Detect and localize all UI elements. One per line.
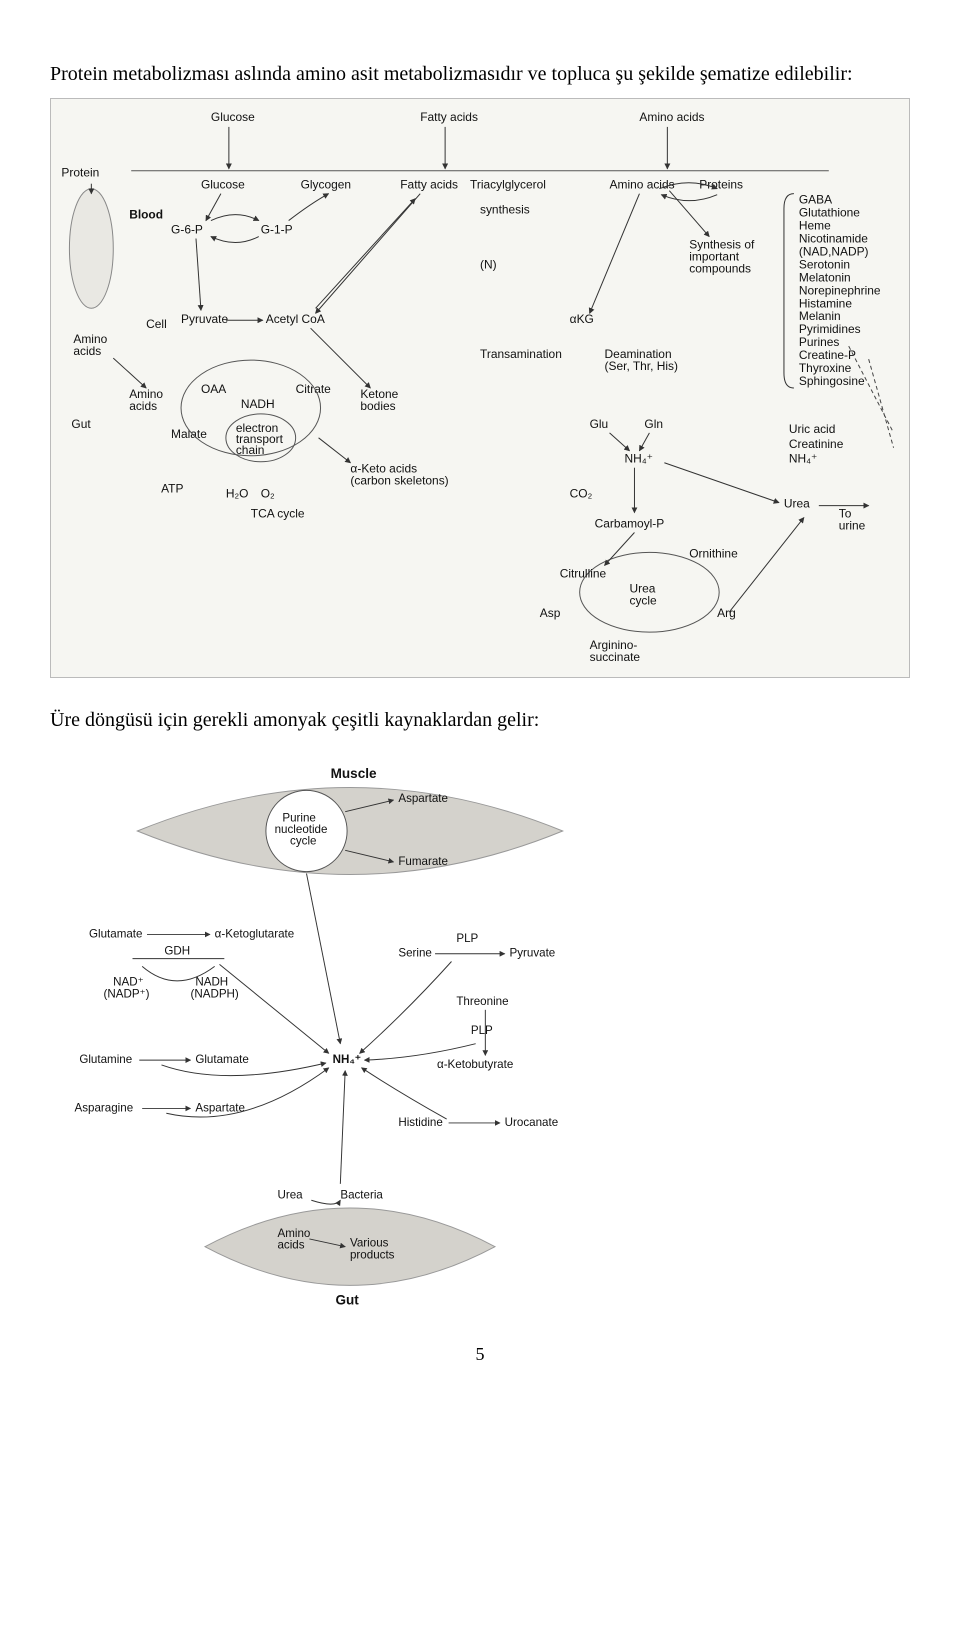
svg-text:G-6-P: G-6-P <box>171 223 203 237</box>
svg-text:(N): (N) <box>480 257 497 271</box>
svg-text:Blood: Blood <box>129 208 163 222</box>
svg-text:Fatty acids: Fatty acids <box>400 178 458 192</box>
svg-text:GDH: GDH <box>164 945 190 958</box>
svg-text:Gut: Gut <box>71 417 91 431</box>
svg-text:CO₂: CO₂ <box>570 487 593 501</box>
svg-text:Aspartate: Aspartate <box>398 792 448 805</box>
svg-text:Nicotinamide: Nicotinamide <box>799 232 868 246</box>
svg-text:Norepinephrine: Norepinephrine <box>799 283 881 297</box>
svg-text:Glycogen: Glycogen <box>301 178 351 192</box>
svg-text:Muscle: Muscle <box>331 766 377 781</box>
svg-text:TCA cycle: TCA cycle <box>251 507 305 521</box>
svg-text:Glucose: Glucose <box>201 178 245 192</box>
svg-text:Urea: Urea <box>784 497 810 511</box>
svg-text:Melanin: Melanin <box>799 309 841 323</box>
ammonia-svg: Muscle Purinenucleotidecycle Aspartate F… <box>50 744 650 1324</box>
svg-text:Gln: Gln <box>644 417 663 431</box>
svg-text:Amino acids: Amino acids <box>639 110 704 124</box>
mid-text: Üre döngüsü için gerekli amonyak çeşitli… <box>50 706 910 734</box>
svg-text:synthesis: synthesis <box>480 203 530 217</box>
svg-text:Tourine: Tourine <box>839 507 866 533</box>
svg-text:Transamination: Transamination <box>480 347 562 361</box>
diagram-metabolism: Glucose Fatty acids Amino acids Glucose … <box>50 98 910 678</box>
svg-text:OAA: OAA <box>201 382 226 396</box>
svg-text:α-Keto acids(carbon skeletons): α-Keto acids(carbon skeletons) <box>350 462 448 488</box>
svg-text:NAD⁺(NADP⁺): NAD⁺(NADP⁺) <box>104 976 150 1001</box>
svg-text:Aminoacids: Aminoacids <box>73 332 107 358</box>
svg-text:Sphingosine: Sphingosine <box>799 374 865 388</box>
svg-text:Cell: Cell <box>146 317 167 331</box>
svg-text:Bacteria: Bacteria <box>340 1188 383 1201</box>
svg-text:G-1-P: G-1-P <box>261 223 293 237</box>
svg-text:Carbamoyl-P: Carbamoyl-P <box>595 517 665 531</box>
svg-text:Arg: Arg <box>717 606 736 620</box>
svg-text:Gut: Gut <box>336 1293 360 1308</box>
svg-text:Purines: Purines <box>799 335 840 349</box>
svg-text:PLP: PLP <box>471 1024 493 1037</box>
svg-text:Creatine-P: Creatine-P <box>799 348 856 362</box>
svg-text:NH₄⁺: NH₄⁺ <box>625 452 653 466</box>
svg-text:Deamination(Ser, Thr, His): Deamination(Ser, Thr, His) <box>605 347 678 373</box>
svg-text:H₂O: H₂O <box>226 487 249 501</box>
svg-text:NH₄⁺: NH₄⁺ <box>789 452 817 466</box>
svg-text:Aminoacids: Aminoacids <box>129 387 163 413</box>
page-number: 5 <box>50 1344 910 1365</box>
svg-text:Glutathione: Glutathione <box>799 206 860 220</box>
svg-text:Threonine: Threonine <box>456 995 508 1008</box>
svg-text:Creatinine: Creatinine <box>789 437 844 451</box>
svg-text:electrontransportchain: electrontransportchain <box>236 421 284 457</box>
svg-text:Melatonin: Melatonin <box>799 270 851 284</box>
svg-text:Ketonebodies: Ketonebodies <box>360 387 398 413</box>
svg-text:Pyruvate: Pyruvate <box>510 947 556 960</box>
svg-text:Pyrimidines: Pyrimidines <box>799 322 861 336</box>
svg-text:Triacylglycerol: Triacylglycerol <box>470 178 546 192</box>
svg-text:αKG: αKG <box>570 312 594 326</box>
svg-text:NH₄⁺: NH₄⁺ <box>333 1053 361 1066</box>
svg-text:Histamine: Histamine <box>799 296 852 310</box>
svg-text:NADH(NADPH): NADH(NADPH) <box>191 976 239 1001</box>
svg-text:Synthesis ofimportantcompounds: Synthesis ofimportantcompounds <box>689 237 755 275</box>
svg-text:Glutamine: Glutamine <box>79 1053 132 1066</box>
svg-text:GABA: GABA <box>799 193 832 207</box>
svg-text:Serotonin: Serotonin <box>799 257 850 271</box>
svg-text:Arginino-succinate: Arginino-succinate <box>590 638 641 664</box>
svg-text:Asp: Asp <box>540 606 561 620</box>
svg-text:Urea: Urea <box>278 1188 304 1201</box>
svg-text:Ureacycle: Ureacycle <box>629 581 657 607</box>
svg-text:Ornithine: Ornithine <box>689 546 738 560</box>
svg-text:Pyruvate: Pyruvate <box>181 312 228 326</box>
svg-text:Amino acids: Amino acids <box>610 178 675 192</box>
svg-text:Glu: Glu <box>590 417 609 431</box>
svg-text:Uric acid: Uric acid <box>789 422 835 436</box>
diagram-ammonia-sources: Muscle Purinenucleotidecycle Aspartate F… <box>50 744 910 1324</box>
svg-text:Glutamate: Glutamate <box>89 927 143 940</box>
svg-text:α-Ketobutyrate: α-Ketobutyrate <box>437 1058 513 1071</box>
svg-text:PLP: PLP <box>456 932 478 945</box>
svg-text:NADH: NADH <box>241 397 275 411</box>
compounds-list: GABA Glutathione Heme Nicotinamide (NAD,… <box>799 193 881 388</box>
svg-text:Citrate: Citrate <box>296 382 332 396</box>
intro-text: Protein metabolizması aslında amino asit… <box>50 60 910 88</box>
svg-text:O₂: O₂ <box>261 487 275 501</box>
svg-text:Fumarate: Fumarate <box>398 855 448 868</box>
svg-text:Acetyl CoA: Acetyl CoA <box>266 312 325 326</box>
svg-text:Fatty acids: Fatty acids <box>420 110 478 124</box>
svg-text:Urocanate: Urocanate <box>505 1116 559 1129</box>
svg-text:Glutamate: Glutamate <box>195 1053 249 1066</box>
svg-text:Glucose: Glucose <box>211 110 255 124</box>
svg-text:Heme: Heme <box>799 219 831 233</box>
svg-text:ATP: ATP <box>161 482 183 496</box>
svg-text:(NAD,NADP): (NAD,NADP) <box>799 244 869 258</box>
svg-text:Citrulline: Citrulline <box>560 566 607 580</box>
svg-text:Serine: Serine <box>398 947 432 960</box>
svg-text:Histidine: Histidine <box>398 1116 442 1129</box>
svg-text:Protein: Protein <box>61 166 99 180</box>
svg-text:Variousproducts: Variousproducts <box>350 1237 395 1262</box>
svg-text:Malate: Malate <box>171 427 207 441</box>
metabolism-svg: Glucose Fatty acids Amino acids Glucose … <box>51 99 909 677</box>
svg-text:α-Ketoglutarate: α-Ketoglutarate <box>215 927 295 940</box>
svg-text:Asparagine: Asparagine <box>75 1101 134 1114</box>
svg-text:Thyroxine: Thyroxine <box>799 361 852 375</box>
